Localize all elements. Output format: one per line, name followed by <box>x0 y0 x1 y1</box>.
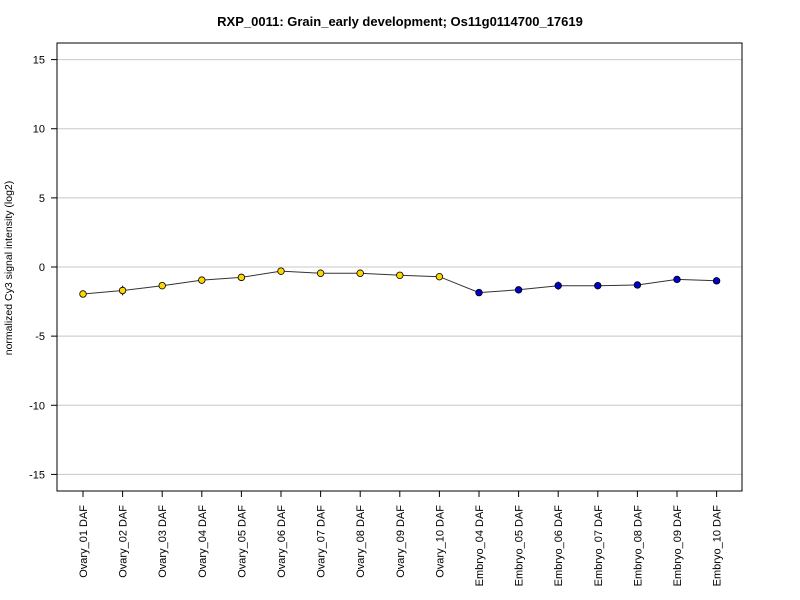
data-point <box>396 271 404 279</box>
y-tick-label: -10 <box>29 400 45 412</box>
x-tick-label: Embryo_10 DAF <box>712 505 724 587</box>
y-tick-label: 0 <box>39 262 45 274</box>
x-tick-label: Embryo_08 DAF <box>632 505 644 587</box>
data-point <box>198 276 206 284</box>
y-tick-label: -5 <box>35 331 45 343</box>
x-tick-label: Embryo_09 DAF <box>672 505 684 587</box>
y-axis-label: normalized Cy3 signal intensity (log2) <box>3 181 15 356</box>
grid-lines <box>57 59 742 475</box>
y-tick-label: 10 <box>33 124 45 136</box>
x-tick-label: Ovary_02 DAF <box>118 505 130 578</box>
x-tick-label: Ovary_03 DAF <box>157 505 169 578</box>
x-tick-label: Embryo_04 DAF <box>474 505 486 587</box>
data-point <box>118 286 127 295</box>
data-point <box>79 290 87 298</box>
data-point <box>277 267 285 275</box>
data-point <box>673 275 681 284</box>
x-tick-label: Ovary_10 DAF <box>434 505 446 578</box>
x-tick-label: Ovary_08 DAF <box>355 505 367 578</box>
y-tick-label: -15 <box>29 469 45 481</box>
data-point <box>435 272 444 281</box>
data-point <box>316 269 325 277</box>
data-point <box>475 288 483 297</box>
data-point <box>514 286 523 294</box>
data-point <box>356 269 364 277</box>
y-tick-label: 15 <box>33 55 45 67</box>
data-point <box>712 277 721 285</box>
data-points <box>79 267 721 298</box>
data-point <box>594 281 602 290</box>
x-tick-label: Ovary_07 DAF <box>316 505 328 578</box>
data-point <box>633 281 642 289</box>
x-tick-label: Embryo_07 DAF <box>593 505 605 587</box>
x-tick-label: Ovary_09 DAF <box>395 505 407 578</box>
x-tick-label: Ovary_01 DAF <box>78 505 90 578</box>
x-tick-label: Ovary_05 DAF <box>236 505 248 578</box>
data-point <box>554 281 562 290</box>
data-point <box>158 281 166 290</box>
data-point <box>237 273 246 282</box>
x-tick-label: Embryo_06 DAF <box>553 505 565 587</box>
x-tick-label: Ovary_06 DAF <box>276 505 288 578</box>
x-tick-label: Embryo_05 DAF <box>514 505 526 587</box>
chart-title: RXP_0011: Grain_early development; Os11g… <box>217 14 583 29</box>
y-tick-label: 5 <box>39 193 45 205</box>
axes: 15 10 5 0 -5 -10 -15 Ovary_01 DAF Ovary_02 DAF Ov… <box>29 55 724 587</box>
x-tick-label: Ovary_04 DAF <box>197 505 209 578</box>
plot-frame <box>56 42 743 492</box>
